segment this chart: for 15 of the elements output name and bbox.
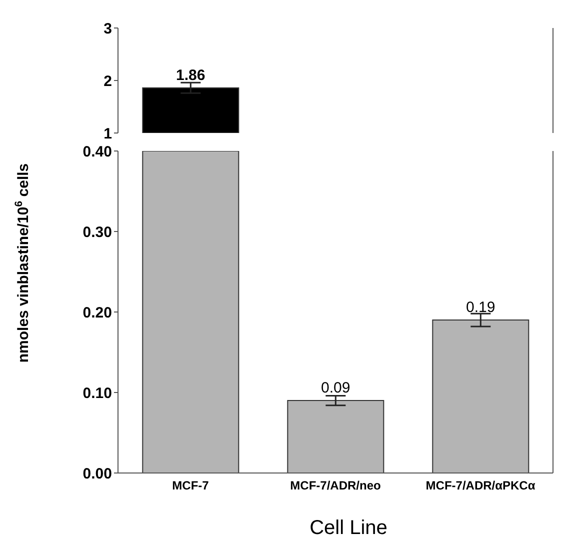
y-tick-label: 0.00 — [82, 465, 112, 482]
y-tick-label: 0.10 — [82, 384, 112, 402]
data-label: 0.09 — [321, 380, 350, 397]
data-label: 1.86 — [176, 66, 206, 84]
y-tick-label: 2 — [104, 72, 112, 90]
y-tick-label: 0.40 — [82, 143, 112, 160]
data-label: 0.19 — [466, 299, 496, 316]
x-tick-label: MCF-7 — [172, 478, 210, 493]
y-tick-label: 0.30 — [82, 224, 112, 241]
x-tick-label: MCF-7/ADR/αPKCα — [426, 478, 536, 493]
x-tick-label: MCF-7/ADR/neo — [290, 478, 381, 493]
y-tick-label: 1 — [104, 125, 112, 142]
y-tick-label: 0.20 — [82, 304, 112, 322]
x-axis-title: Cell Line — [308, 517, 388, 540]
y-tick-label: 3 — [104, 20, 112, 38]
